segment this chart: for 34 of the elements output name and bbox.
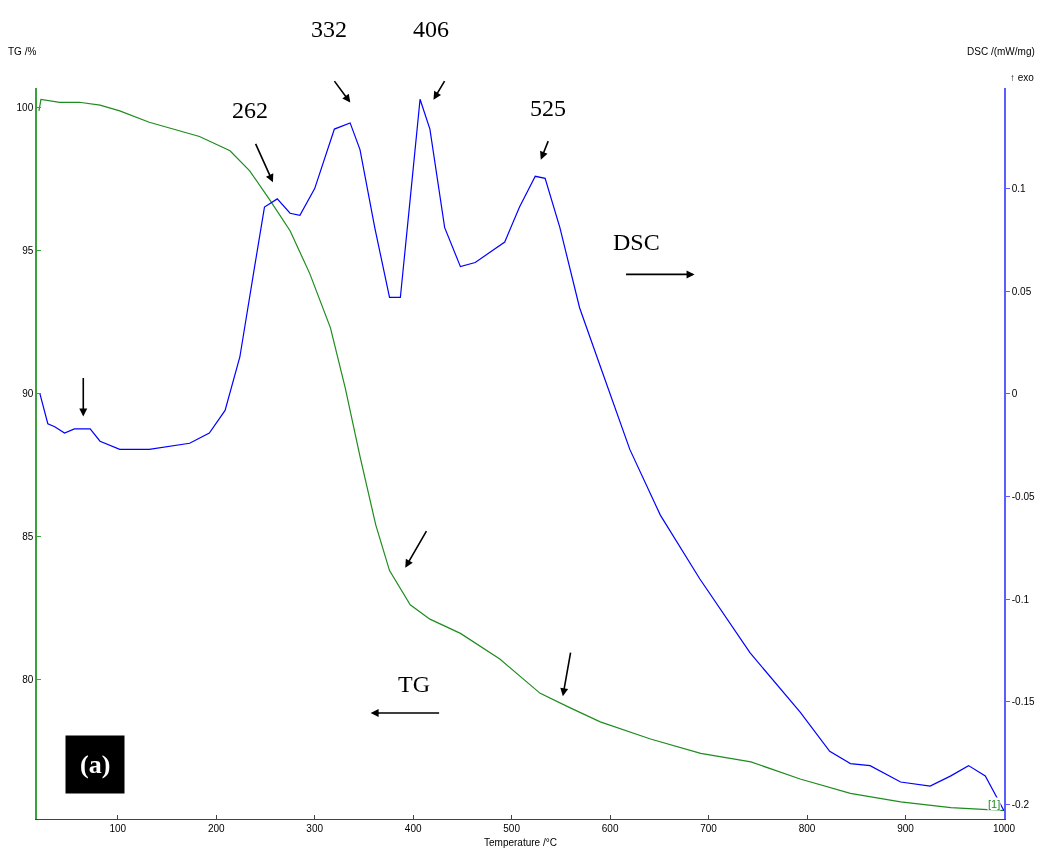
annotation: DSC [613, 229, 660, 255]
y-tick-label: 95 [22, 245, 34, 257]
y2-tick-label: -0.15 [1011, 696, 1035, 708]
annotation: [1] [988, 798, 1001, 810]
text: 406 [413, 16, 449, 42]
annotation: 525 [530, 95, 566, 121]
x-tick-label: 100 [109, 823, 127, 834]
y2-tick-label: 0 [1011, 388, 1018, 400]
y-tick-label: 90 [22, 388, 34, 400]
y-tick-label: 100 [16, 102, 34, 114]
text: 332 [311, 16, 347, 42]
y-tick-label: 85 [22, 530, 34, 542]
x-tick-label: 800 [798, 823, 816, 834]
y-tick-label: 80 [22, 673, 34, 685]
annotation: TG [398, 671, 430, 697]
y2-tick-label: 0.1 [1011, 183, 1027, 195]
x-tick-label: 900 [897, 823, 915, 834]
y2-tick-label: -0.1 [1011, 593, 1030, 605]
y2-tick-label: -0.2 [1011, 799, 1030, 811]
x-axis-title: Temperature /°C [484, 837, 557, 848]
annotation: (a) [80, 750, 111, 779]
x-tick-label: 700 [700, 823, 718, 834]
y-axis-title: TG /% [8, 46, 37, 57]
y2-tick-label: 0.05 [1011, 285, 1032, 297]
x-tick-label: 1000 [992, 823, 1016, 834]
x-tick-label: 400 [404, 823, 422, 834]
x-tick-label: 500 [503, 823, 521, 834]
y2-tick-label: -0.05 [1011, 491, 1035, 503]
y2-axis-title: DSC /(mW/mg) [967, 46, 1035, 57]
x-tick-label: 300 [306, 823, 324, 834]
x-tick-label: 200 [207, 823, 225, 834]
text: ↑ exo [1010, 72, 1035, 83]
x-tick-label: 600 [601, 823, 619, 834]
annotation: 262 [232, 97, 268, 123]
